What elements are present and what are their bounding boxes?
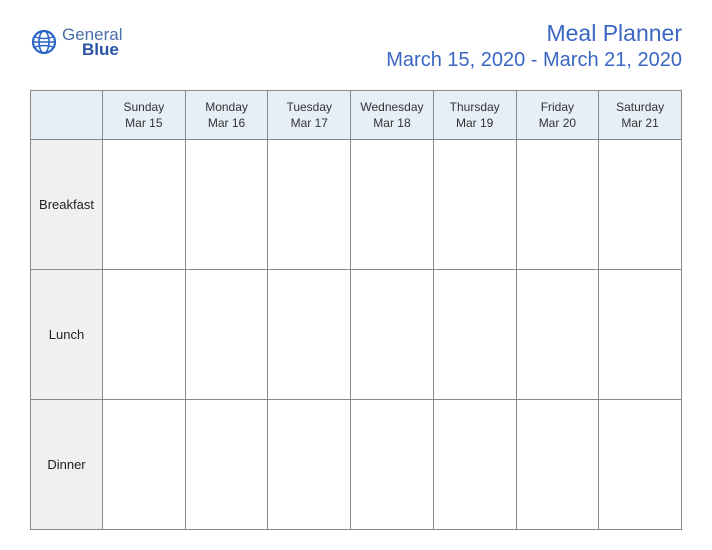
meal-cell[interactable]	[103, 270, 186, 400]
day-header-wednesday: Wednesday Mar 18	[351, 91, 434, 140]
meal-cell[interactable]	[268, 140, 351, 270]
meal-cell[interactable]	[185, 270, 268, 400]
day-date: Mar 18	[353, 115, 431, 131]
meal-cell[interactable]	[268, 270, 351, 400]
meal-cell[interactable]	[599, 140, 682, 270]
day-date: Mar 20	[519, 115, 597, 131]
date-range: March 15, 2020 - March 21, 2020	[386, 49, 682, 72]
table-row: Dinner	[31, 400, 682, 530]
day-header-tuesday: Tuesday Mar 17	[268, 91, 351, 140]
meal-cell[interactable]	[516, 140, 599, 270]
day-name: Tuesday	[270, 99, 348, 115]
meal-cell[interactable]	[185, 400, 268, 530]
logo-text: General Blue	[62, 26, 122, 58]
meal-label-dinner: Dinner	[31, 400, 103, 530]
day-name: Monday	[188, 99, 266, 115]
day-header-saturday: Saturday Mar 21	[599, 91, 682, 140]
meal-cell[interactable]	[516, 400, 599, 530]
meal-cell[interactable]	[268, 400, 351, 530]
title-block: Meal Planner March 15, 2020 - March 21, …	[386, 20, 682, 72]
meal-cell[interactable]	[599, 270, 682, 400]
meal-cell[interactable]	[351, 140, 434, 270]
meal-label-lunch: Lunch	[31, 270, 103, 400]
day-name: Saturday	[601, 99, 679, 115]
day-date: Mar 17	[270, 115, 348, 131]
day-date: Mar 21	[601, 115, 679, 131]
day-header-friday: Friday Mar 20	[516, 91, 599, 140]
day-date: Mar 15	[105, 115, 183, 131]
logo: General Blue	[30, 20, 122, 58]
day-date: Mar 19	[436, 115, 514, 131]
header-row: Sunday Mar 15 Monday Mar 16 Tuesday Mar …	[31, 91, 682, 140]
meal-cell[interactable]	[433, 140, 516, 270]
meal-cell[interactable]	[516, 270, 599, 400]
day-header-sunday: Sunday Mar 15	[103, 91, 186, 140]
meal-cell[interactable]	[103, 400, 186, 530]
meal-cell[interactable]	[351, 400, 434, 530]
meal-cell[interactable]	[185, 140, 268, 270]
day-name: Sunday	[105, 99, 183, 115]
page-title: Meal Planner	[386, 20, 682, 47]
corner-cell	[31, 91, 103, 140]
meal-planner-table: Sunday Mar 15 Monday Mar 16 Tuesday Mar …	[30, 90, 682, 530]
day-name: Wednesday	[353, 99, 431, 115]
meal-cell[interactable]	[433, 270, 516, 400]
day-name: Friday	[519, 99, 597, 115]
globe-icon	[30, 28, 58, 56]
meal-cell[interactable]	[351, 270, 434, 400]
header: General Blue Meal Planner March 15, 2020…	[30, 20, 682, 72]
meal-cell[interactable]	[103, 140, 186, 270]
logo-text-blue: Blue	[82, 41, 122, 58]
day-header-monday: Monday Mar 16	[185, 91, 268, 140]
day-header-thursday: Thursday Mar 19	[433, 91, 516, 140]
day-name: Thursday	[436, 99, 514, 115]
table-row: Lunch	[31, 270, 682, 400]
meal-cell[interactable]	[433, 400, 516, 530]
table-row: Breakfast	[31, 140, 682, 270]
meal-cell[interactable]	[599, 400, 682, 530]
day-date: Mar 16	[188, 115, 266, 131]
meal-label-breakfast: Breakfast	[31, 140, 103, 270]
